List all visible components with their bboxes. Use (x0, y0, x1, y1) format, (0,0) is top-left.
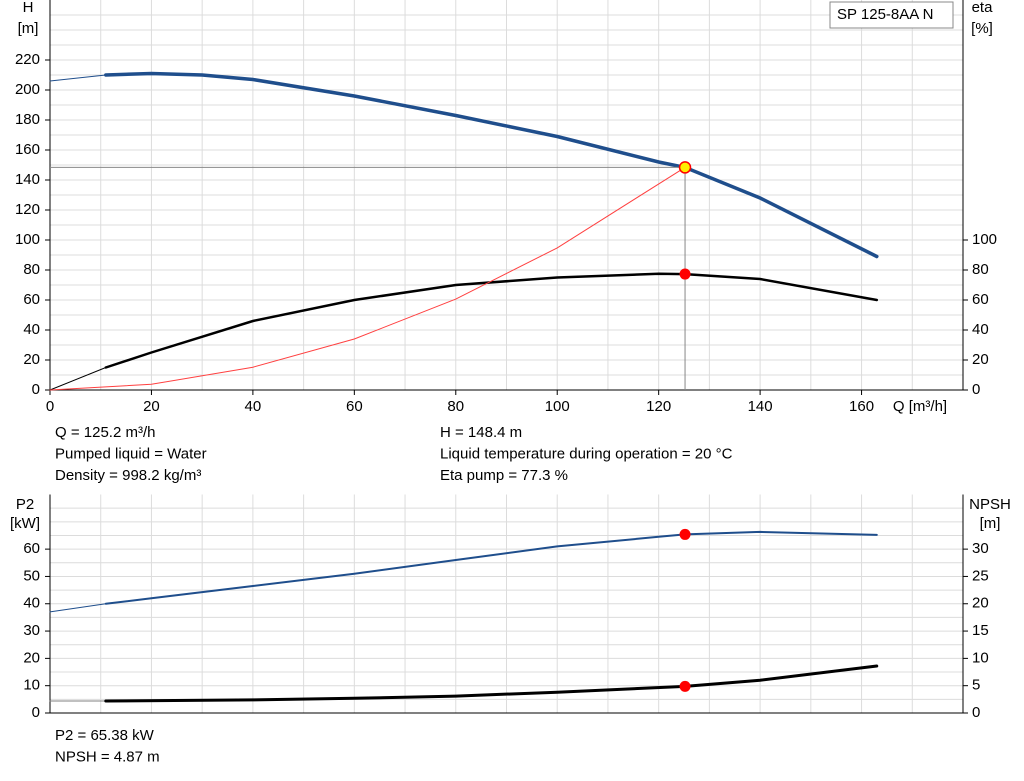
curve (104, 530, 878, 605)
x-tick-label: 20 (143, 398, 160, 415)
y2-tick-label: 25 (972, 567, 989, 584)
y-axis-unit: [kW] (10, 515, 40, 532)
y-tick-label: 200 (15, 81, 40, 98)
y-axis-label: P2 (16, 496, 34, 513)
y-tick-label: 40 (23, 595, 40, 612)
y-tick-label: 20 (23, 351, 40, 368)
y-tick-label: 0 (32, 381, 40, 398)
y2-tick-label: 20 (972, 351, 989, 368)
x-tick-label: 60 (346, 398, 363, 415)
y2-tick-label: 0 (972, 704, 980, 721)
curve (49, 603, 107, 613)
y-tick-label: 120 (15, 201, 40, 218)
curve (104, 71, 879, 259)
legend-box (829, 1, 954, 29)
info-text: Density = 998.2 kg/m³ (55, 467, 201, 484)
y2-tick-label: 60 (972, 291, 989, 308)
x-tick-label: 120 (646, 398, 671, 415)
info-text: Liquid temperature during operation = 20… (440, 445, 733, 462)
y2-tick-label: 40 (972, 321, 989, 338)
y-tick-label: 60 (23, 540, 40, 557)
y2-tick-label: 5 (972, 677, 980, 694)
y-tick-label: 0 (32, 704, 40, 721)
y-tick-label: 30 (23, 622, 40, 639)
y-tick-label: 40 (23, 321, 40, 338)
x-tick-label: 100 (545, 398, 570, 415)
y-tick-label: 20 (23, 649, 40, 666)
x-tick-label: 40 (245, 398, 262, 415)
curve (104, 272, 879, 369)
y-axis-unit: [m] (18, 20, 39, 37)
info-text: Q = 125.2 m³/h (55, 424, 155, 441)
y-tick-label: 160 (15, 141, 40, 158)
y-tick-label: 80 (23, 261, 40, 278)
y-tick-label: 100 (15, 231, 40, 248)
x-tick-label: 160 (849, 398, 874, 415)
operating-point (679, 680, 691, 692)
y-tick-label: 10 (23, 677, 40, 694)
y2-tick-label: 80 (972, 261, 989, 278)
y2-tick-label: 30 (972, 540, 989, 557)
info-text: NPSH = 4.87 m (55, 748, 160, 765)
operating-point (679, 268, 691, 280)
y-axis-label: H (23, 0, 34, 16)
y2-axis-label: eta (972, 0, 994, 16)
x-tick-label: 0 (46, 398, 54, 415)
y2-axis-unit: [%] (971, 20, 993, 37)
x-tick-label: 80 (447, 398, 464, 415)
y-tick-label: 50 (23, 567, 40, 584)
operating-point (678, 161, 692, 174)
info-text: P2 = 65.38 kW (55, 727, 155, 744)
operating-point (679, 528, 691, 540)
y-tick-label: 220 (15, 51, 40, 68)
info-text: Pumped liquid = Water (55, 445, 207, 462)
x-tick-label: 140 (748, 398, 773, 415)
y2-tick-label: 0 (972, 381, 980, 398)
y2-axis-unit: [m] (980, 515, 1001, 532)
y2-tick-label: 15 (972, 622, 989, 639)
y2-axis-label: NPSH (969, 496, 1011, 513)
curve (49, 74, 107, 82)
y-tick-label: 180 (15, 111, 40, 128)
curve (49, 166, 686, 391)
info-text: H = 148.4 m (440, 424, 522, 441)
info-text: Eta pump = 77.3 % (440, 467, 568, 484)
y-tick-label: 60 (23, 291, 40, 308)
legend-label: SP 125-8AA N (837, 6, 933, 23)
y2-tick-label: 10 (972, 649, 989, 666)
y2-tick-label: 100 (972, 231, 997, 248)
curve (49, 367, 107, 391)
x-axis-label: Q [m³/h] (893, 398, 947, 415)
y2-tick-label: 20 (972, 595, 989, 612)
curve (104, 664, 879, 703)
y-tick-label: 140 (15, 171, 40, 188)
